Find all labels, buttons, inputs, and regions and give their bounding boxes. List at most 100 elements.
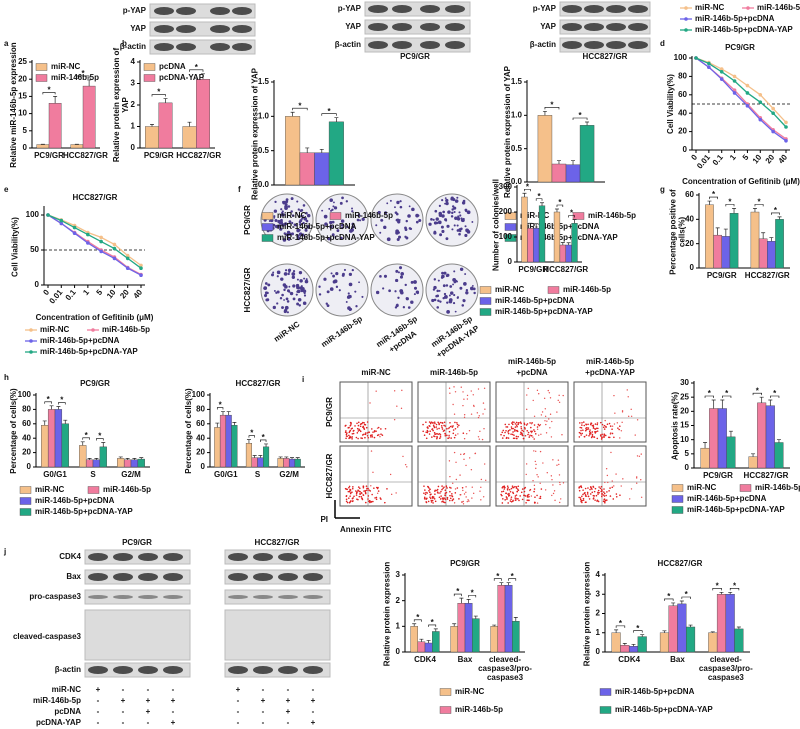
flow-dot bbox=[351, 438, 353, 440]
flow-dot bbox=[542, 462, 544, 464]
flow-dot bbox=[596, 437, 599, 440]
line-point bbox=[758, 93, 763, 97]
flow-dot bbox=[533, 450, 535, 452]
flow-dot bbox=[544, 415, 547, 418]
y-tick-label: 20 bbox=[196, 448, 205, 457]
colony-dot bbox=[416, 291, 419, 295]
flow-dot bbox=[533, 484, 536, 487]
significance-bracket bbox=[508, 578, 517, 581]
panel-letter: h bbox=[4, 373, 9, 382]
flow-dot bbox=[444, 489, 447, 491]
colony-dot bbox=[445, 284, 449, 287]
colony-dot bbox=[404, 235, 407, 239]
colony-dot bbox=[283, 232, 286, 235]
colony-dot bbox=[306, 225, 311, 229]
treatment-label: miR-NC bbox=[52, 685, 82, 694]
flow-dot bbox=[504, 499, 506, 501]
error-bar bbox=[87, 458, 92, 460]
legend-label: miR-146b-5p bbox=[757, 3, 800, 12]
colony-dot bbox=[394, 206, 396, 209]
flow-dot bbox=[444, 501, 446, 504]
significance-bracket bbox=[524, 188, 531, 192]
blot-label: p-YAP bbox=[338, 4, 362, 13]
flow-dot bbox=[374, 497, 376, 499]
colony-dot bbox=[465, 289, 469, 292]
flow-dot bbox=[513, 421, 515, 424]
flow-dot bbox=[589, 493, 592, 495]
bar bbox=[527, 228, 534, 263]
blot-band bbox=[138, 666, 158, 674]
flow-dot bbox=[432, 421, 434, 424]
blot-label: YAP bbox=[540, 22, 556, 31]
flow-dot bbox=[506, 426, 509, 428]
flow-dot bbox=[458, 498, 460, 500]
error-bar bbox=[540, 202, 545, 206]
flow-dot bbox=[506, 485, 509, 488]
bar bbox=[47, 409, 56, 468]
colony-dot bbox=[284, 285, 288, 289]
bar bbox=[417, 641, 426, 653]
flow-dot bbox=[461, 486, 464, 489]
flow-dot bbox=[425, 431, 427, 433]
blot-band bbox=[420, 5, 440, 13]
y-axis-label: Cell Viability(%) bbox=[665, 74, 675, 134]
flow-dot bbox=[512, 437, 515, 440]
blot-band bbox=[606, 41, 626, 49]
legend-label: miR-NC bbox=[687, 483, 717, 492]
colony-dot bbox=[446, 310, 450, 314]
blot-band bbox=[303, 595, 323, 599]
flow-dot bbox=[512, 486, 515, 489]
blot-band bbox=[210, 7, 230, 15]
error-bar bbox=[94, 458, 99, 460]
colony-dot bbox=[458, 232, 461, 236]
legend-swatch bbox=[684, 6, 688, 10]
flow-dot bbox=[514, 426, 517, 428]
colony-dot bbox=[276, 290, 280, 294]
colony-dot bbox=[331, 220, 335, 224]
y-tick-label: 1.5 bbox=[258, 77, 270, 86]
colony-dot bbox=[466, 210, 471, 215]
flow-dot bbox=[434, 493, 436, 495]
flow-dot bbox=[560, 498, 562, 500]
flow-dot bbox=[431, 436, 433, 438]
flow-dot bbox=[581, 432, 583, 435]
flow-dot bbox=[361, 497, 363, 499]
treatment-mark: - bbox=[312, 707, 315, 716]
blot-band bbox=[392, 23, 412, 31]
flow-dot bbox=[611, 486, 614, 489]
colony-dot bbox=[284, 305, 289, 310]
flow-dot bbox=[458, 424, 460, 427]
flow-dot bbox=[482, 402, 485, 404]
colony-dot bbox=[281, 293, 284, 297]
flow-dot bbox=[527, 431, 530, 434]
colony-dot bbox=[428, 222, 432, 226]
colony-dot bbox=[346, 295, 351, 299]
colony-dot bbox=[398, 235, 402, 239]
treatment-label: pcDNA-YAP bbox=[36, 718, 82, 727]
flow-dot bbox=[621, 411, 624, 413]
blot-strip bbox=[364, 37, 471, 53]
colony-dot bbox=[298, 304, 301, 307]
flow-dot bbox=[519, 433, 522, 435]
flow-dot bbox=[369, 501, 371, 504]
error-bar bbox=[220, 411, 225, 416]
colony-dot bbox=[283, 299, 285, 301]
flow-dot bbox=[502, 485, 504, 488]
colony-dot bbox=[305, 278, 308, 281]
x-tick-label: G2/M bbox=[121, 470, 141, 479]
flow-dot bbox=[439, 498, 442, 500]
colony-dot bbox=[456, 224, 459, 227]
colony-dot bbox=[295, 211, 298, 214]
flow-dot bbox=[613, 423, 616, 425]
flow-dot bbox=[518, 499, 520, 502]
flow-dot bbox=[369, 402, 371, 404]
flow-dot bbox=[520, 432, 523, 435]
bar bbox=[450, 626, 459, 653]
flow-dot bbox=[472, 492, 475, 495]
flow-dot bbox=[352, 432, 355, 435]
error-bar bbox=[80, 441, 85, 446]
flow-dot bbox=[365, 426, 368, 429]
colony-dot bbox=[283, 309, 287, 314]
flow-dot bbox=[551, 420, 553, 423]
blot-strip bbox=[84, 609, 191, 661]
